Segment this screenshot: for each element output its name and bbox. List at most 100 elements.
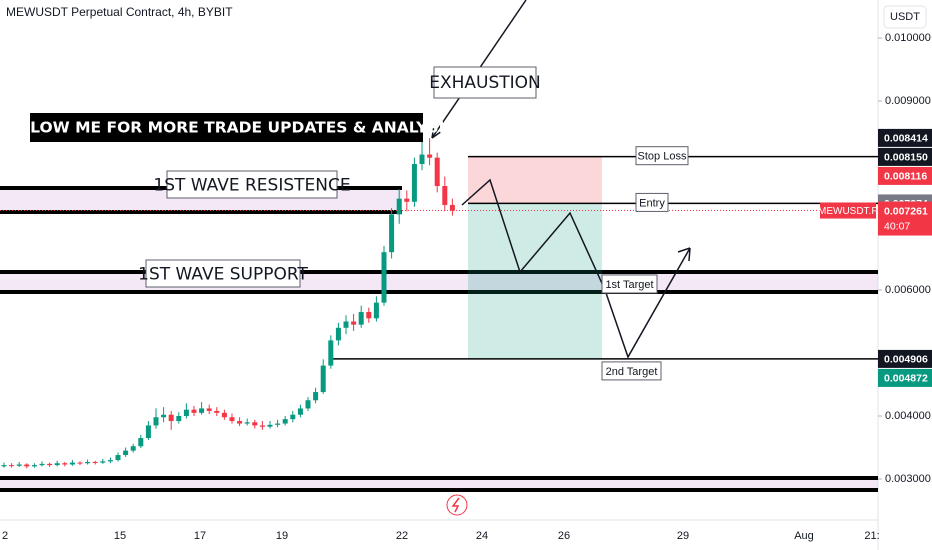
candle-body — [358, 312, 364, 325]
level-label-box — [635, 146, 689, 166]
reward-zone — [468, 203, 602, 359]
price-tag-label: 0.007261 — [884, 205, 928, 217]
candle-body — [24, 464, 30, 467]
candle-body — [290, 414, 296, 420]
arrow-head — [677, 247, 691, 262]
x-tick-label: 22 — [396, 530, 408, 542]
candle-body — [77, 462, 83, 464]
candle-body — [199, 408, 205, 413]
x-tick-label: Aug — [794, 530, 814, 542]
candle-body — [305, 400, 311, 409]
price-tag-label: 0.008116 — [884, 171, 927, 183]
chart-title: MEWUSDT Perpetual Contract, 4h, BYBIT — [6, 5, 233, 19]
y-tick-label: 0.009000 — [885, 95, 931, 107]
level-label-box — [635, 192, 669, 212]
x-tick-label: 21: — [864, 530, 879, 542]
zone — [0, 477, 878, 491]
candle-body — [62, 463, 68, 465]
candle-body — [366, 312, 372, 319]
candle-body — [343, 321, 349, 328]
candle-body — [9, 465, 15, 467]
candle-body — [183, 409, 189, 416]
candle-body — [434, 157, 440, 187]
unit-label: USDT — [890, 11, 920, 23]
candle-body — [54, 463, 60, 466]
candle-body — [328, 340, 334, 366]
x-tick-label: 24 — [476, 530, 488, 542]
arrow-head — [431, 125, 443, 139]
candle-body — [161, 414, 167, 418]
candle-body — [297, 408, 303, 415]
candle-body — [373, 302, 379, 319]
x-tick-label: 15 — [114, 530, 126, 542]
x-tick-label: 17 — [194, 530, 206, 542]
candle-body — [16, 464, 22, 466]
zone-label: 1ST WAVE RESISTENCE — [153, 176, 350, 196]
unit-button[interactable] — [883, 5, 927, 29]
price-tag — [878, 147, 932, 166]
level-label: Stop Loss — [638, 151, 687, 163]
annotation-box — [433, 66, 537, 99]
price-tag — [878, 368, 932, 387]
price-tag-label: 0.008150 — [884, 152, 928, 164]
candle-body — [381, 252, 387, 303]
price-tag — [878, 201, 932, 236]
candle-body — [229, 417, 235, 422]
y-tick-label: 0.010000 — [885, 32, 931, 44]
candle-body — [389, 214, 395, 253]
symbol-tag — [820, 202, 876, 219]
candle-body — [442, 186, 448, 205]
candle-body — [206, 408, 212, 411]
level-label: 2nd Target — [606, 366, 658, 378]
candle-body — [221, 412, 227, 418]
candle-body — [313, 392, 319, 401]
candle-body — [1, 465, 7, 467]
level-label-box — [601, 361, 662, 381]
price-tag-label: 0.004906 — [884, 354, 928, 366]
candle-body — [449, 204, 455, 211]
x-tick-label: 29 — [677, 530, 689, 542]
y-tick-label: 0.006000 — [885, 284, 931, 296]
candle-body — [335, 327, 341, 341]
candle-body — [47, 463, 53, 466]
candle-body — [282, 419, 288, 424]
risk-zone — [468, 156, 602, 204]
level-label-box — [601, 274, 658, 294]
candle-body — [39, 463, 45, 466]
candle-body — [107, 460, 113, 462]
event-icon[interactable] — [446, 494, 468, 516]
candle-body — [168, 414, 174, 422]
annotation: FOLLOW ME FOR MORE TRADE UPDATES & ANALY… — [0, 119, 456, 137]
candle-body — [351, 321, 357, 325]
candle-body — [145, 425, 151, 439]
candle-body — [92, 461, 98, 463]
zone-label-box — [166, 170, 338, 199]
x-tick-label: 19 — [276, 530, 288, 542]
event-bolt — [451, 497, 460, 513]
level-label: Entry — [639, 197, 665, 209]
candle-body — [275, 423, 281, 425]
annotation-box — [30, 113, 423, 142]
candle-body — [69, 462, 75, 465]
candle-body — [153, 417, 159, 426]
candle-body — [252, 422, 258, 426]
candle-body — [176, 415, 182, 422]
candle-body — [237, 421, 243, 424]
candle-body — [31, 465, 37, 467]
y-tick-label: 0.003000 — [885, 473, 931, 485]
zone-label-box — [145, 259, 301, 288]
price-tag — [878, 166, 932, 185]
candle-body — [427, 154, 433, 158]
candle-body — [396, 198, 402, 215]
symbol-tag-name: MEWUSDT.P — [818, 206, 878, 217]
candle-body — [115, 455, 121, 461]
candles — [1, 138, 455, 469]
candle-body — [214, 410, 220, 413]
candle-body — [320, 365, 326, 393]
candle-body — [130, 446, 136, 451]
candle-body — [419, 154, 425, 164]
candle-body — [85, 461, 91, 464]
x-tick-label: 26 — [558, 530, 570, 542]
